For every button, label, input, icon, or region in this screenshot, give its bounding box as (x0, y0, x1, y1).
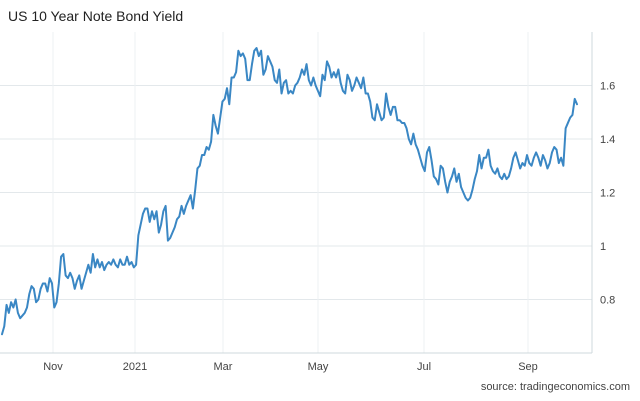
x-tick-label: May (308, 361, 329, 373)
y-tick-label: 1.2 (600, 188, 615, 200)
x-tick-label: Mar (214, 361, 233, 373)
x-gridlines (52, 32, 529, 353)
series-line (1, 47, 578, 336)
y-tick-label: 1.4 (600, 134, 615, 146)
x-tick-label: Nov (43, 361, 63, 373)
y-tick-label: 0.8 (600, 295, 615, 307)
y-tick-label: 1 (600, 241, 606, 253)
chart-title: US 10 Year Note Bond Yield (8, 8, 184, 24)
x-tick-label: Jul (417, 361, 431, 373)
y-tick-labels: 0.8 1 1.2 1.4 1.6 (600, 81, 615, 307)
source-label: source: tradingeconomics.com (480, 381, 630, 393)
x-tick-label: 2021 (123, 361, 147, 373)
x-tick-labels: Nov 2021 Mar May Jul Sep (43, 361, 538, 373)
x-tick-label: Sep (518, 361, 538, 373)
y-tick-label: 1.6 (600, 81, 615, 93)
